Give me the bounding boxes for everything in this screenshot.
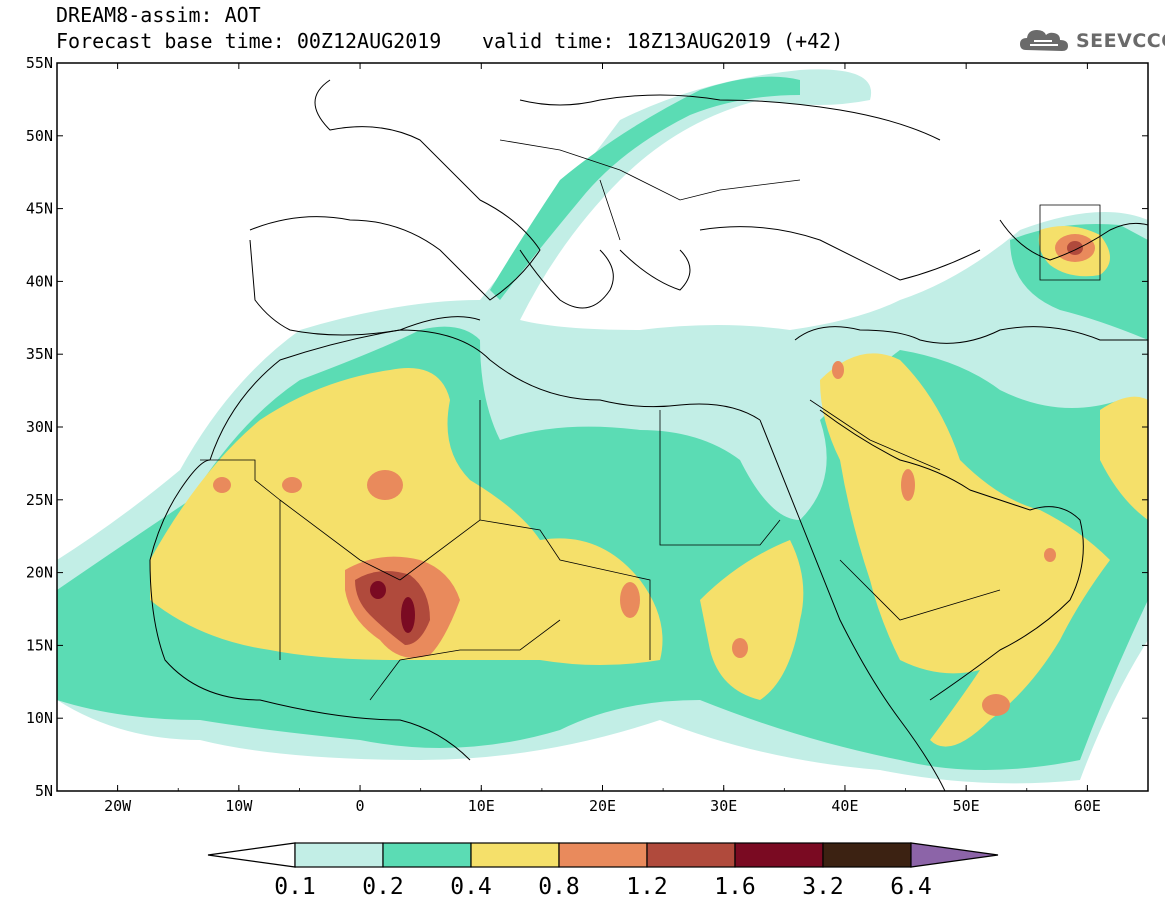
- lon-tick-label: 40E: [831, 797, 858, 815]
- lat-tick-label: 10N: [26, 709, 53, 727]
- colorbar-label: 0.8: [538, 874, 580, 900]
- forecast-base-time: Forecast base time: 00Z12AUG2019: [56, 29, 442, 53]
- colorbar-swatch: [822, 842, 912, 868]
- colorbar-swatch: [558, 842, 648, 868]
- logo-text: SEEVCCC: [1076, 30, 1165, 52]
- lat-tick-label: 55N: [26, 54, 53, 72]
- map-title: DREAM8-assim: AOT: [56, 3, 261, 27]
- colorbar-label: 1.6: [714, 874, 756, 900]
- longitude-axis: 20W 10W 0 10E 20E 30E 40E 50E 60E: [56, 63, 1149, 815]
- country-borders: [200, 139, 1101, 701]
- lat-tick-label: 50N: [26, 127, 53, 145]
- colorbar-label: 3.2: [802, 874, 844, 900]
- colorbar-swatch: [294, 842, 384, 868]
- lat-tick-label: 25N: [26, 491, 53, 509]
- lat-tick-label: 35N: [26, 345, 53, 363]
- colorbar-label: 6.4: [890, 874, 932, 900]
- lat-tick-label: 45N: [26, 200, 53, 218]
- lat-tick-label: 40N: [26, 272, 53, 290]
- lon-tick-label: 20W: [104, 797, 132, 815]
- latitude-axis: 55N 50N 45N 40N 35N 30N 25N 20N 15N 10N 5N: [26, 54, 1148, 800]
- lon-tick-label: 50E: [953, 797, 980, 815]
- coastlines: [149, 79, 1148, 791]
- lat-tick-label: 15N: [26, 636, 53, 654]
- cloud-icon: [1020, 30, 1068, 51]
- valid-time: valid time: 18Z13AUG2019 (+42): [482, 29, 844, 53]
- lat-tick-label: 20N: [26, 564, 53, 582]
- lat-tick-label: 30N: [26, 418, 53, 436]
- colorbar-under-arrow: [207, 842, 296, 868]
- aot-shading: [57, 69, 1148, 784]
- colorbar-label: 0.1: [274, 874, 316, 900]
- lon-tick-label: 20E: [589, 797, 616, 815]
- colorbar-swatch: [646, 842, 736, 868]
- colorbar-swatch: [382, 842, 472, 868]
- colorbar: 0.1 0.2 0.4 0.8 1.2 1.6 3.2 6.4: [207, 842, 999, 900]
- colorbar-label: 1.2: [626, 874, 668, 900]
- lon-tick-label: 30E: [710, 797, 737, 815]
- colorbar-label: 0.4: [450, 874, 492, 900]
- lon-tick-label: 10W: [225, 797, 253, 815]
- lon-tick-label: 60E: [1074, 797, 1101, 815]
- colorbar-swatch: [734, 842, 824, 868]
- lat-tick-label: 5N: [35, 782, 53, 800]
- lon-tick-label: 10E: [468, 797, 495, 815]
- colorbar-over-arrow: [910, 842, 999, 868]
- colorbar-label: 0.2: [362, 874, 404, 900]
- colorbar-swatch: [470, 842, 560, 868]
- lon-tick-label: 0: [356, 797, 365, 815]
- seevccc-logo: SEEVCCC: [1018, 26, 1165, 56]
